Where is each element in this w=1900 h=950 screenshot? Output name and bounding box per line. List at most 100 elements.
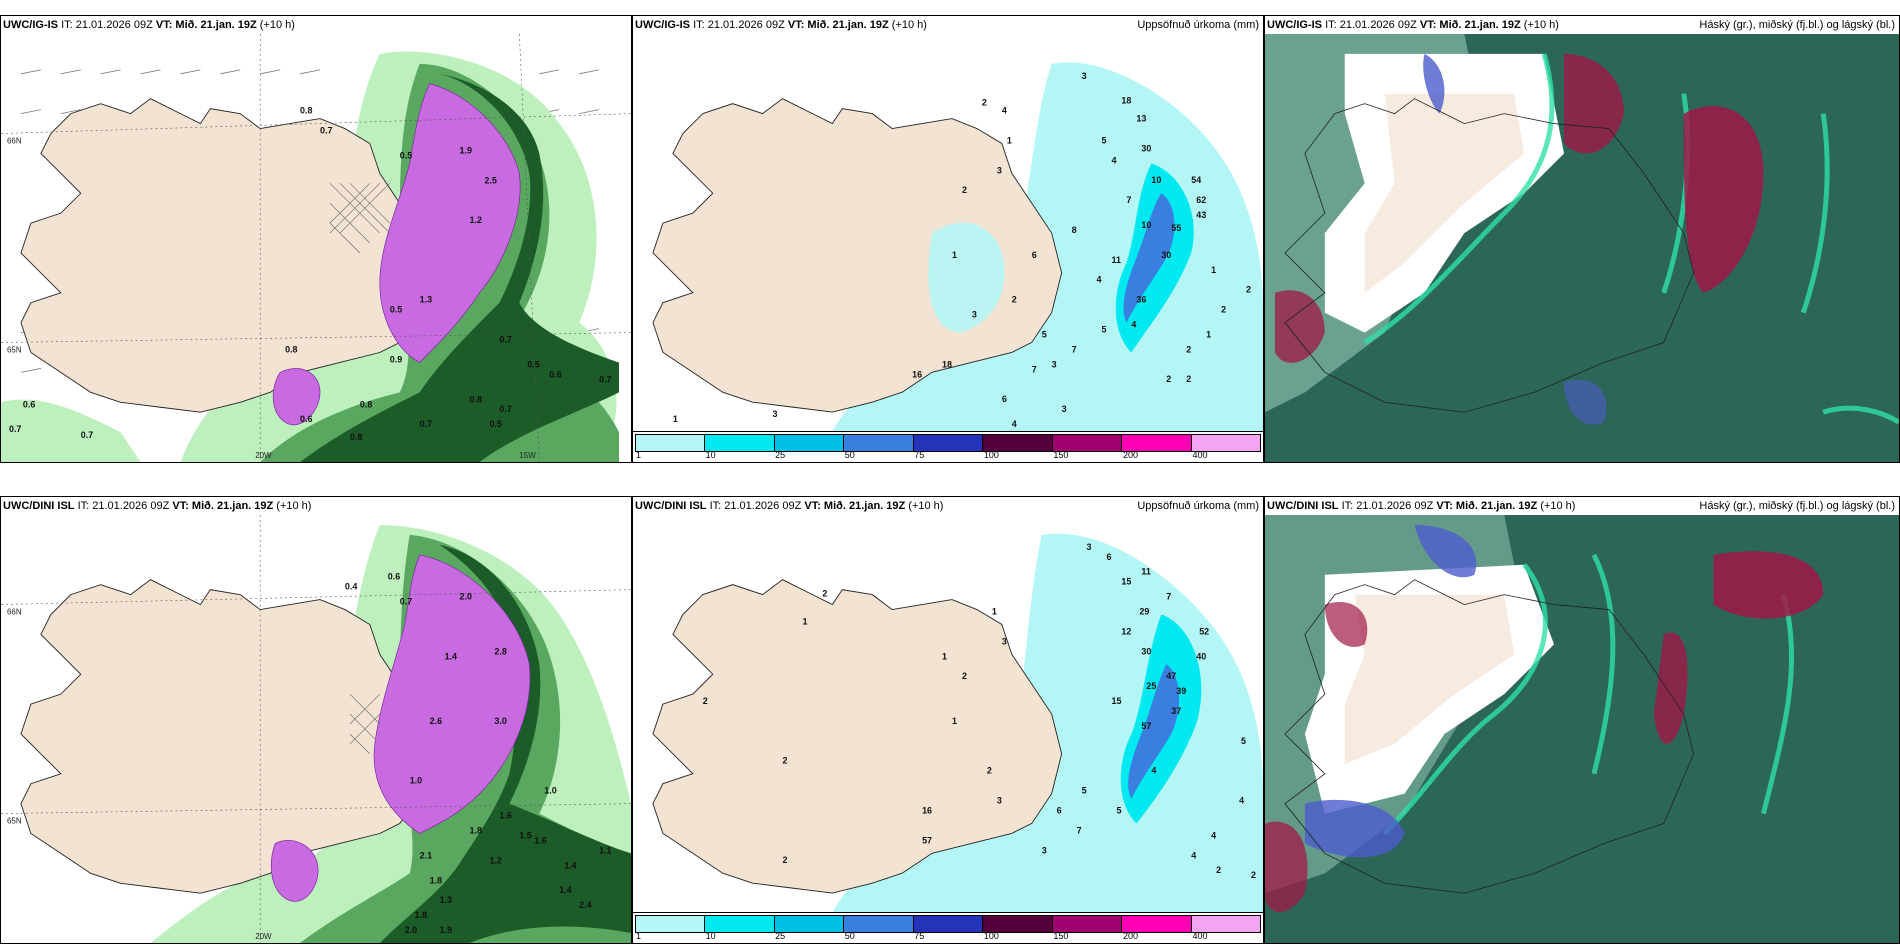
value-label: 0.5: [489, 419, 501, 429]
value-label: 5: [1116, 806, 1121, 816]
snow-map: 66N 65N 20W 0.6 0.4 0.7 2.0 1.4 2.8 1.0 …: [1, 515, 631, 943]
legend-swatch: [636, 435, 706, 451]
high-cloud-red: [1713, 551, 1824, 619]
value-label: 0.5: [527, 359, 539, 369]
valid-time-label: VT:: [1436, 500, 1453, 512]
value-label: 1.9: [440, 925, 452, 935]
value-label: 5: [1102, 135, 1107, 145]
legend-swatch: [705, 435, 775, 451]
value-label: 11: [1111, 255, 1120, 265]
value-label: 1.8: [415, 910, 427, 920]
legend-label: 200: [1122, 450, 1138, 460]
value-label: 55: [1171, 223, 1181, 233]
value-label: 29: [1139, 607, 1149, 617]
panel-bottom-right: UWC/DINI ISL IT: 21.01.2026 09Z VT: Mið.…: [1264, 496, 1900, 944]
init-time: IT: 21.01.2026 09Z: [77, 500, 170, 512]
legend-label: 100: [983, 931, 999, 941]
lat-label-65: 65N: [7, 346, 22, 355]
precip-legend: 1 10 25 50 75 100 150 200 400: [633, 431, 1263, 462]
value-label: 6: [1032, 250, 1037, 260]
precip-dark-area: [1128, 664, 1180, 799]
legend-swatch: [844, 916, 914, 932]
panel-header: UWC/DINI ISL IT: 21.01.2026 09Z VT: Mið.…: [1265, 497, 1899, 515]
value-label: 4: [1239, 796, 1244, 806]
value-label: 7: [1166, 592, 1171, 602]
value-label: 4: [1151, 766, 1156, 776]
value-label: 30: [1141, 143, 1151, 153]
value-label: 2: [962, 185, 967, 195]
lon-label-20w: 20W: [255, 451, 272, 460]
value-label: 0.8: [350, 432, 362, 442]
legend-bar: [635, 915, 1261, 933]
value-label: 1: [952, 716, 957, 726]
value-label: 0.9: [390, 354, 402, 364]
snow-map: 66N 65N 20W 15W 0.8 0.7 0.5 1.9 1.2 2.5 …: [1, 34, 631, 462]
value-label: 0.6: [300, 414, 312, 424]
lat-label-66: 66N: [7, 608, 22, 617]
value-label: 30: [1141, 646, 1151, 656]
lead-time: (+10 h): [276, 500, 312, 512]
value-label: 2.5: [484, 175, 496, 185]
legend-label: 25: [775, 931, 786, 941]
value-label: 30: [1161, 250, 1171, 260]
panel-bottom-left: UWC/DINI ISL IT: 21.01.2026 09Z VT: Mið.…: [0, 496, 632, 944]
init-time: IT: 21.01.2026 09Z: [693, 19, 785, 31]
value-label: 54: [1191, 175, 1201, 185]
value-label: 52: [1199, 626, 1209, 636]
value-label: 47: [1166, 671, 1176, 681]
value-label: 1.8: [470, 826, 482, 836]
value-label: 1: [992, 607, 997, 617]
value-label: 2.0: [405, 925, 417, 935]
valid-time: Mið. 21.jan. 19Z: [1455, 500, 1538, 512]
value-label: 4: [1097, 275, 1102, 285]
lead-time: (+10 h): [908, 500, 944, 512]
value-label: 18: [1121, 96, 1131, 106]
value-label: 0.7: [599, 374, 611, 384]
legend-label: 10: [705, 450, 716, 460]
value-label: 0.7: [81, 430, 93, 440]
legend-swatch: [1191, 916, 1260, 932]
precip-value-labels: 1 3 2 4 1 3 2 3 18 13 5 4 30 10 54 62 7: [673, 71, 1251, 429]
legend-swatch: [705, 916, 775, 932]
value-label: 2: [783, 756, 788, 766]
value-label: 16: [922, 806, 932, 816]
valid-time-label: VT:: [155, 19, 173, 31]
value-label: 1.2: [470, 215, 482, 225]
value-label: 12: [1121, 626, 1131, 636]
value-label: 5: [1082, 786, 1087, 796]
convective-south: [272, 368, 321, 426]
panel-top-left: UWC/IG-IS IT: 21.01.2026 09Z VT: Mið. 21…: [0, 15, 632, 463]
hatch-region: [329, 183, 390, 254]
value-label: 1: [942, 651, 947, 661]
legend-swatch: [774, 435, 845, 451]
valid-time-label: VT:: [172, 500, 189, 512]
value-label: 39: [1176, 686, 1186, 696]
value-label: 2: [1216, 865, 1221, 875]
valid-time: Mið. 21.jan. 19Z: [807, 19, 889, 31]
panel-top-right: UWC/IG-IS IT: 21.01.2026 09Z VT: Mið. 21…: [1264, 15, 1900, 463]
value-label: 43: [1196, 210, 1206, 220]
legend-bar: [635, 434, 1261, 452]
legend-swatch: [913, 916, 984, 932]
value-label: 3: [1062, 404, 1067, 414]
value-label: 0.6: [23, 399, 35, 409]
legend-swatch: [983, 916, 1053, 932]
panel-header: UWC/DINI ISL IT: 21.01.2026 09Z VT: Mið.…: [633, 497, 1263, 515]
convective-south: [270, 840, 319, 902]
clear-land-inner: [1344, 594, 1515, 764]
graticule: [1, 515, 631, 943]
value-label: 1: [673, 414, 678, 424]
value-label: 0.8: [285, 345, 297, 355]
lead-time: (+10 h): [891, 19, 927, 31]
legend-label: 1: [636, 931, 642, 941]
value-label: 0.7: [400, 597, 412, 607]
snow-dark-area: [300, 73, 620, 462]
value-label: 1.0: [410, 776, 422, 786]
init-time: IT: 21.01.2026 09Z: [1341, 500, 1434, 512]
value-label: 1.0: [544, 786, 556, 796]
panel-header: UWC/DINI ISL IT: 21.01.2026 09Z VT: Mið.…: [1, 497, 631, 515]
iceland-land: [20, 579, 431, 894]
value-label: 11: [1141, 567, 1150, 577]
panel-title: Háský (gr.), miðský (fj.bl.) og lágský (…: [1699, 500, 1895, 512]
